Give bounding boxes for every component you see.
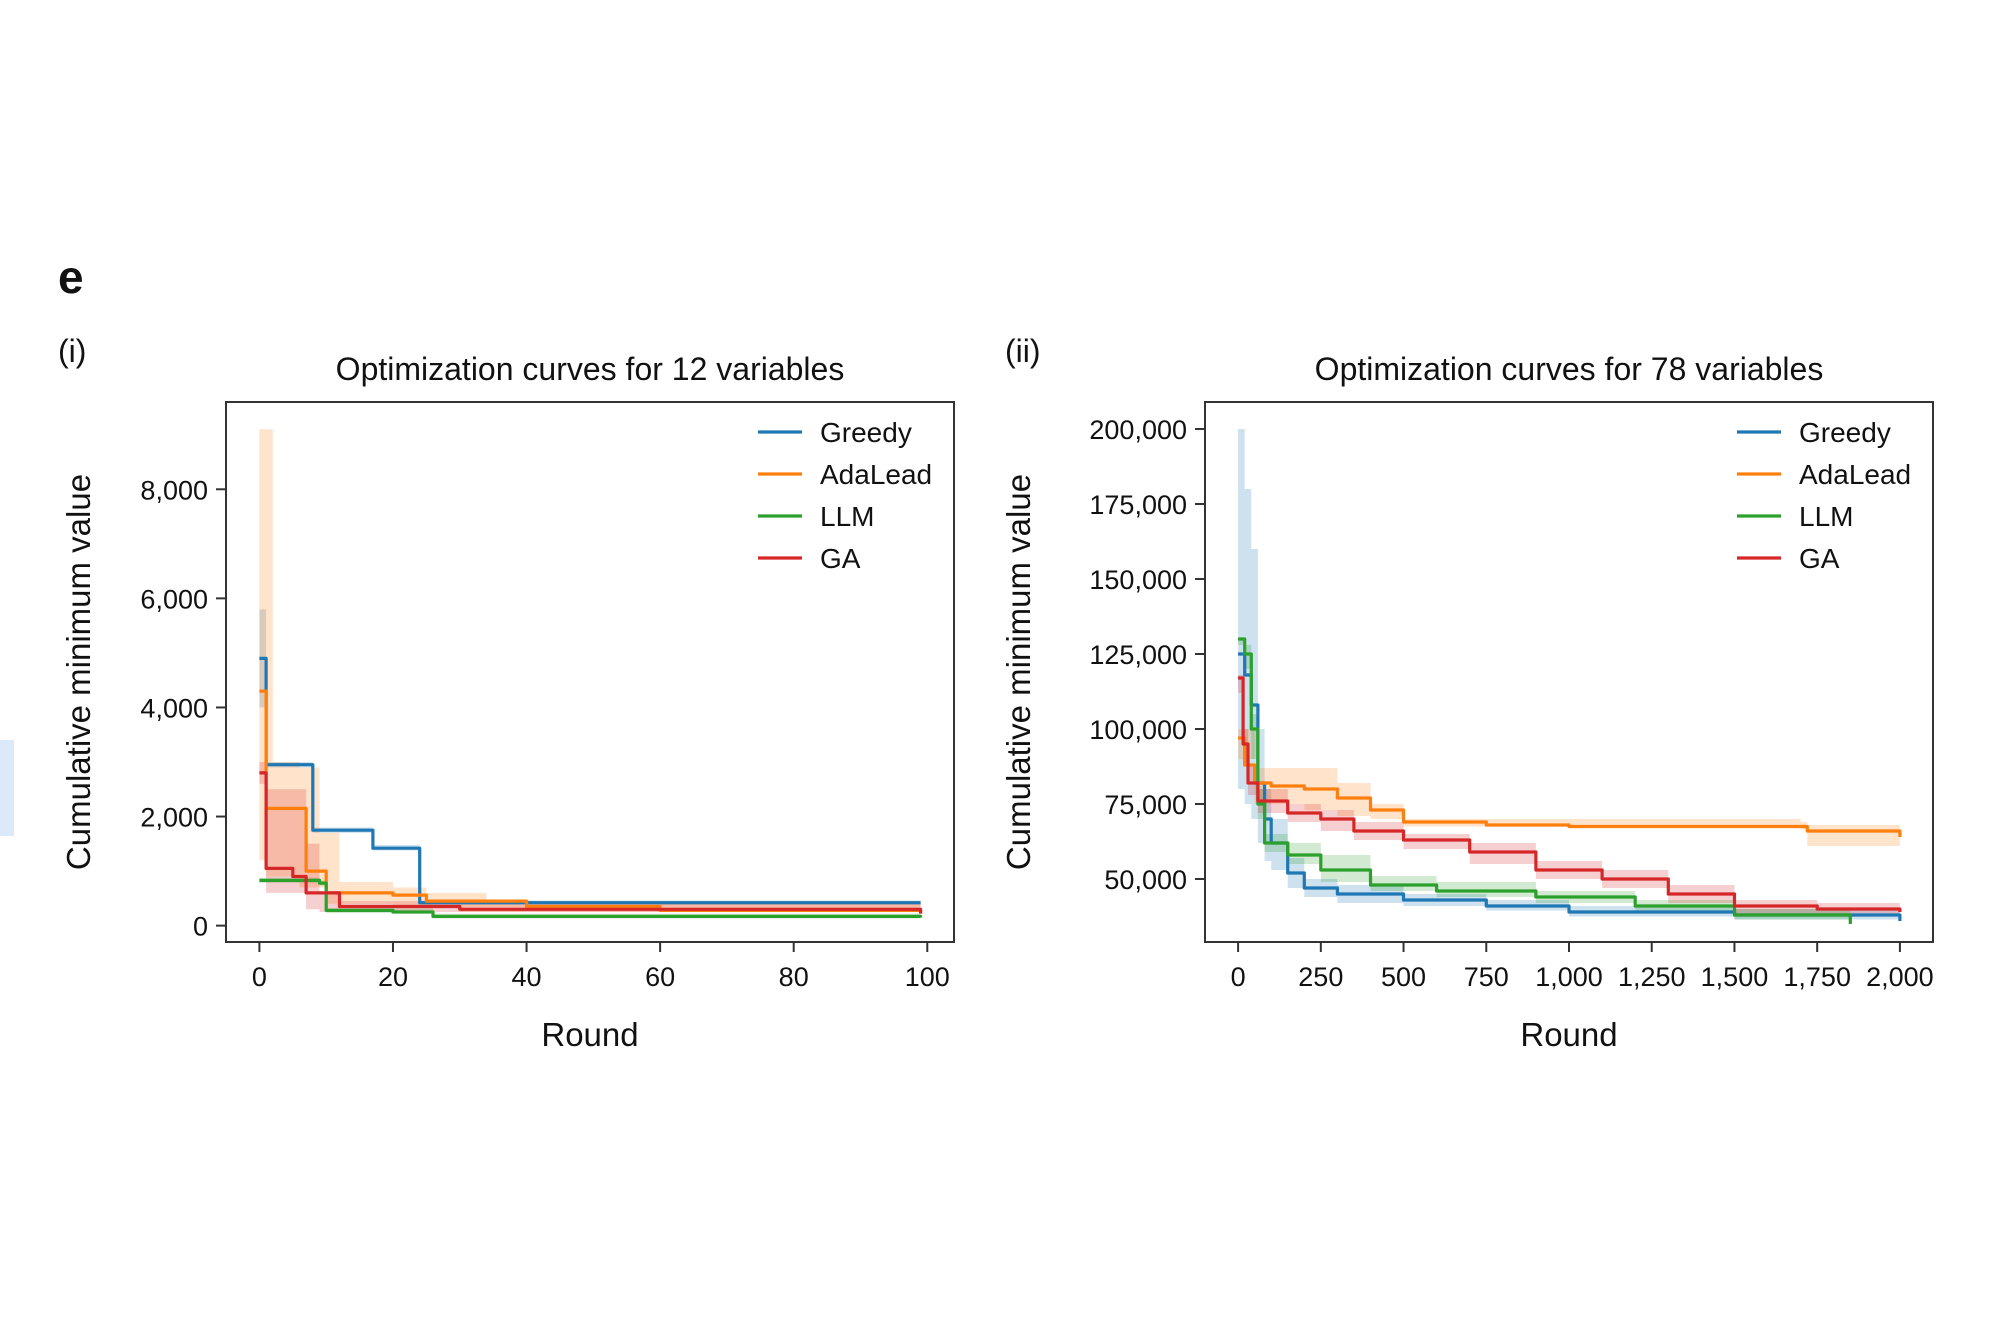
legend: Greedy AdaLead LLM GA bbox=[758, 417, 932, 574]
y-tick-label: 150,000 bbox=[1089, 565, 1187, 595]
x-tick-label: 1,000 bbox=[1535, 962, 1603, 992]
x-axis-label: Round bbox=[1520, 1016, 1617, 1053]
chart-title: Optimization curves for 12 variables bbox=[336, 351, 845, 387]
y-tick-label: 8,000 bbox=[140, 475, 208, 505]
y-axis-label: Cumulative minimum value bbox=[1000, 474, 1037, 870]
x-tick-label: 40 bbox=[512, 962, 542, 992]
y-tick-label: 100,000 bbox=[1089, 715, 1187, 745]
plot-area bbox=[1238, 429, 1902, 927]
series-line-llm bbox=[1238, 637, 1852, 924]
chart-title: Optimization curves for 78 variables bbox=[1315, 351, 1824, 387]
band-adalead bbox=[1238, 729, 1900, 846]
x-tick-label: 1,250 bbox=[1618, 962, 1686, 992]
side-selection-tab bbox=[0, 740, 14, 836]
series-line-greedy bbox=[259, 656, 921, 905]
y-tick-label: 200,000 bbox=[1089, 415, 1187, 445]
series-line-adalead bbox=[259, 689, 923, 912]
legend-label-greedy: Greedy bbox=[1799, 417, 1891, 448]
x-tick-label: 250 bbox=[1298, 962, 1343, 992]
x-tick-label: 20 bbox=[378, 962, 408, 992]
panel-label: (i) bbox=[58, 333, 86, 369]
series-line-greedy bbox=[1238, 652, 1902, 921]
plot-area bbox=[259, 429, 923, 920]
y-tick-label: 175,000 bbox=[1089, 490, 1187, 520]
x-tick-label: 2,000 bbox=[1866, 962, 1934, 992]
band-adalead bbox=[259, 429, 921, 916]
y-tick-label: 4,000 bbox=[140, 693, 208, 723]
panel-letter: e bbox=[58, 251, 84, 303]
chart-panel-1: (i) Optimization curves for 12 variables 0… bbox=[58, 333, 955, 1053]
legend-label-greedy: Greedy bbox=[820, 417, 912, 448]
y-axis-label: Cumulative minimum value bbox=[60, 474, 97, 870]
band-llm bbox=[259, 877, 921, 920]
x-tick-label: 1,750 bbox=[1783, 962, 1851, 992]
y-tick-label: 2,000 bbox=[140, 803, 208, 833]
legend: Greedy AdaLead LLM GA bbox=[1737, 417, 1911, 574]
series-line-llm bbox=[259, 878, 923, 918]
band-greedy bbox=[259, 609, 921, 905]
legend-label-adalead: AdaLead bbox=[1799, 459, 1911, 490]
series-line-ga bbox=[259, 771, 923, 914]
x-tick-label: 0 bbox=[252, 962, 267, 992]
x-tick-label: 500 bbox=[1381, 962, 1426, 992]
x-tick-label: 60 bbox=[645, 962, 675, 992]
x-axis-label: Round bbox=[541, 1016, 638, 1053]
panel-label: (ii) bbox=[1005, 333, 1041, 369]
y-tick-label: 125,000 bbox=[1089, 640, 1187, 670]
legend-label-llm: LLM bbox=[1799, 501, 1853, 532]
x-tick-label: 1,500 bbox=[1701, 962, 1769, 992]
legend-label-ga: GA bbox=[820, 543, 861, 574]
legend-label-ga: GA bbox=[1799, 543, 1840, 574]
series-line-ga bbox=[1238, 676, 1902, 912]
y-tick-label: 6,000 bbox=[140, 584, 208, 614]
x-tick-label: 80 bbox=[779, 962, 809, 992]
legend-label-adalead: AdaLead bbox=[820, 459, 932, 490]
legend-label-llm: LLM bbox=[820, 501, 874, 532]
y-tick-label: 0 bbox=[193, 912, 208, 942]
x-tick-label: 0 bbox=[1231, 962, 1246, 992]
plot-frame bbox=[225, 401, 955, 943]
y-tick-label: 50,000 bbox=[1104, 865, 1187, 895]
x-tick-label: 750 bbox=[1464, 962, 1509, 992]
y-tick-label: 75,000 bbox=[1104, 790, 1187, 820]
chart-panel-2: (ii) Optimization curves for 78 variables… bbox=[1000, 333, 1934, 1053]
x-tick-label: 100 bbox=[905, 962, 950, 992]
